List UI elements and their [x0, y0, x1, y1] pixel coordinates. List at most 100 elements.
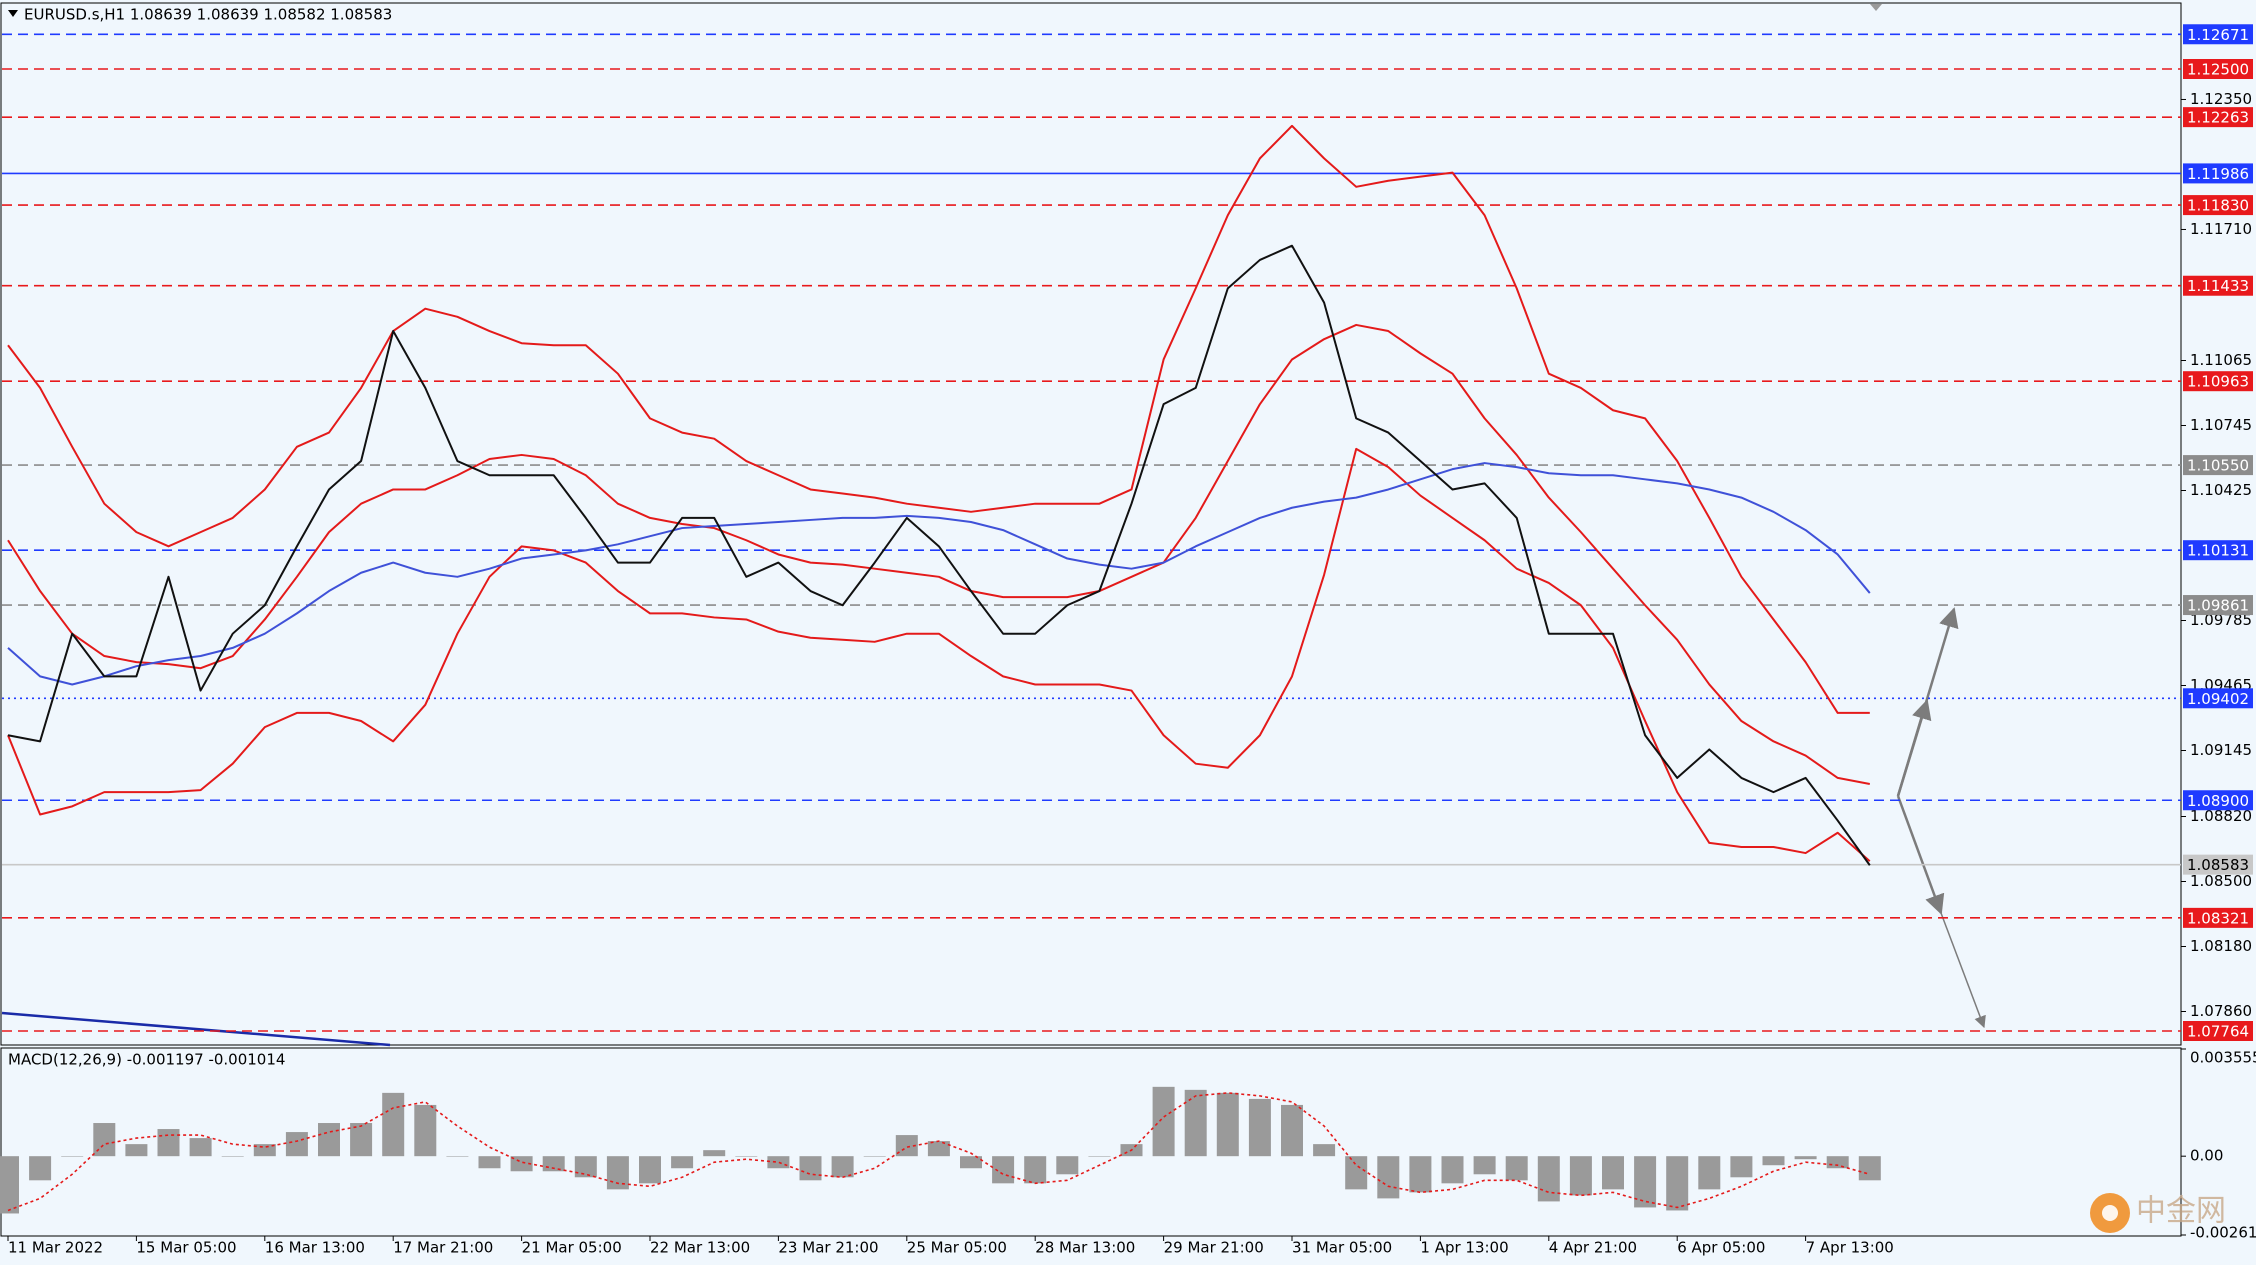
level-label: 1.10963 — [2187, 373, 2249, 391]
y-tick-label: 1.09785 — [2190, 611, 2252, 629]
symbol-menu-icon — [8, 10, 18, 17]
level-label-box — [2183, 24, 2253, 45]
x-tick-label: 31 Mar 05:00 — [1292, 1239, 1392, 1257]
level-label: 1.08583 — [2187, 856, 2249, 874]
x-tick-label: 25 Mar 05:00 — [907, 1239, 1007, 1257]
level-label-box — [2183, 195, 2253, 216]
level-label: 1.09861 — [2187, 597, 2249, 615]
projection-arrows — [1896, 607, 1986, 1029]
histogram-bar — [1569, 1156, 1592, 1196]
level-label-box — [2183, 275, 2253, 296]
price-line — [7, 462, 1871, 686]
level-label: 1.09402 — [2187, 690, 2249, 708]
y-tick-label: 0.003555 — [2190, 1049, 2256, 1067]
histogram-bar — [1024, 1156, 1047, 1184]
x-tick-label: 4 Apr 21:00 — [1549, 1239, 1637, 1257]
histogram-bar — [1409, 1156, 1432, 1193]
level-label-box — [2183, 1021, 2253, 1041]
level-label: 1.08900 — [2187, 792, 2249, 810]
histogram-bar — [1377, 1156, 1400, 1199]
x-tick-label: 15 Mar 05:00 — [136, 1239, 236, 1257]
x-tick-label: 1 Apr 13:00 — [1420, 1239, 1508, 1257]
histogram-bar — [1248, 1098, 1271, 1157]
x-tick-label: 16 Mar 13:00 — [265, 1239, 365, 1257]
level-label: 1.12671 — [2187, 26, 2249, 44]
x-tick-label: 7 Apr 13:00 — [1806, 1239, 1894, 1257]
level-label-box — [2183, 907, 2253, 928]
y-tick-label: 0.00 — [2190, 1147, 2223, 1165]
histogram-bar — [574, 1156, 597, 1178]
histogram-bar — [1666, 1156, 1689, 1211]
price-line — [7, 124, 1870, 714]
histogram-bar — [318, 1123, 340, 1157]
histogram-bar — [1505, 1156, 1528, 1181]
y-tick-label: 1.10745 — [2190, 416, 2252, 434]
histogram-bar — [927, 1141, 950, 1157]
histogram-bar — [414, 1104, 437, 1157]
histogram-bar — [1056, 1156, 1079, 1175]
level-label: 1.12500 — [2187, 61, 2249, 79]
level-label-box — [2183, 371, 2253, 392]
level-label: 1.10131 — [2187, 542, 2249, 560]
arrow-down-far — [1940, 912, 1986, 1029]
y-tick-label: 1.08500 — [2190, 872, 2252, 890]
histogram-bar — [1088, 1156, 1111, 1157]
level-label: 1.11830 — [2187, 197, 2249, 215]
histogram-bar — [1602, 1156, 1624, 1190]
histogram-bar — [992, 1156, 1015, 1184]
y-tick-label: 1.11065 — [2190, 351, 2252, 369]
histogram-bar — [0, 1156, 19, 1214]
level-label: 1.12263 — [2187, 109, 2249, 127]
arrow-down-near — [1896, 795, 1945, 915]
level-label: 1.10550 — [2187, 457, 2249, 475]
level-label: 1.11986 — [2187, 165, 2249, 183]
histogram-bar — [125, 1144, 148, 1157]
histogram-bar — [639, 1156, 661, 1184]
histogram-bar — [606, 1156, 629, 1190]
level-label-box — [2183, 455, 2253, 476]
macd-panel-border — [0, 1047, 2182, 1237]
shift-marker — [1870, 4, 1882, 11]
histogram-bar — [157, 1129, 180, 1157]
histogram-bar — [1826, 1156, 1849, 1169]
x-tick-label: 17 Mar 21:00 — [393, 1239, 493, 1257]
histogram-bar — [671, 1156, 694, 1169]
signal-line — [7, 1092, 1871, 1212]
histogram-bar — [1345, 1156, 1368, 1190]
y-tick-label: -0.002614 — [2190, 1224, 2256, 1242]
histogram-bar — [189, 1138, 212, 1157]
histogram-bar — [767, 1156, 790, 1169]
x-tick-label: 21 Mar 05:00 — [522, 1239, 622, 1257]
histogram-bar — [1184, 1089, 1207, 1157]
histogram-bar — [895, 1135, 918, 1157]
histogram-bar — [703, 1150, 726, 1157]
chart-title: EURUSD.s,H1 1.08639 1.08639 1.08582 1.08… — [24, 6, 392, 24]
price-line — [7, 244, 1871, 866]
arrow-up-near — [1896, 699, 1932, 797]
long-ma-line — [1, 1011, 391, 1047]
price-line — [7, 447, 1871, 862]
y-tick-label: 1.08820 — [2190, 807, 2252, 825]
y-tick-label: 1.11710 — [2190, 220, 2252, 238]
histogram-bar — [446, 1156, 469, 1157]
y-tick-label: 1.08180 — [2190, 937, 2252, 955]
histogram-bar — [1313, 1144, 1336, 1157]
histogram-bar — [510, 1156, 533, 1172]
histogram-bar — [478, 1156, 501, 1169]
x-tick-label: 11 Mar 2022 — [8, 1239, 103, 1257]
price-line — [7, 323, 1870, 785]
main-panel-border — [0, 2, 2182, 1046]
macd-title: MACD(12,26,9) -0.001197 -0.001014 — [8, 1051, 285, 1069]
level-label: 1.07764 — [2187, 1023, 2249, 1041]
histogram-bar — [1216, 1092, 1239, 1157]
histogram-bar — [1794, 1156, 1817, 1160]
x-tick-label: 22 Mar 13:00 — [650, 1239, 750, 1257]
level-label: 1.08321 — [2187, 909, 2249, 927]
histogram-bar — [1698, 1156, 1721, 1190]
histogram-bar — [1537, 1156, 1560, 1202]
histogram-bar — [1281, 1104, 1303, 1157]
level-label-box — [2183, 790, 2253, 811]
histogram-bar — [29, 1156, 52, 1181]
